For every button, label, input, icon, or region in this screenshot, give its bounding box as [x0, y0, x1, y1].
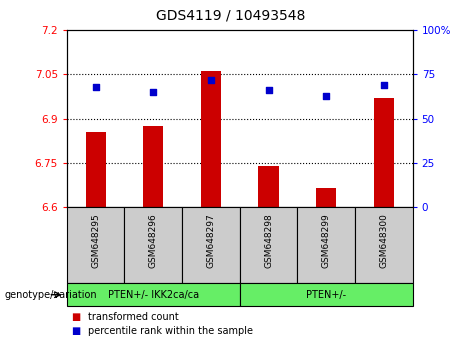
Bar — [240, 283, 413, 306]
Bar — [124, 207, 182, 283]
Bar — [297, 207, 355, 283]
Bar — [143, 126, 163, 207]
Text: GSM648299: GSM648299 — [322, 213, 331, 268]
Text: GSM648296: GSM648296 — [149, 213, 158, 268]
Point — [265, 87, 272, 93]
Bar — [374, 98, 394, 207]
Text: genotype/variation: genotype/variation — [5, 290, 97, 300]
Text: GSM648298: GSM648298 — [264, 213, 273, 268]
Bar — [355, 207, 413, 283]
Text: GSM648300: GSM648300 — [379, 213, 388, 268]
Text: PTEN+/- IKK2ca/ca: PTEN+/- IKK2ca/ca — [108, 290, 199, 300]
Point — [149, 89, 157, 95]
Text: PTEN+/-: PTEN+/- — [306, 290, 346, 300]
Point — [92, 84, 99, 90]
Bar — [67, 207, 124, 283]
Bar — [316, 188, 336, 207]
Point — [322, 93, 330, 98]
Point — [207, 77, 214, 82]
Text: ■: ■ — [71, 312, 81, 322]
Bar — [259, 166, 278, 207]
Text: GSM648295: GSM648295 — [91, 213, 100, 268]
Bar — [201, 72, 221, 207]
Point — [380, 82, 387, 88]
Text: transformed count: transformed count — [88, 312, 178, 322]
Text: GDS4119 / 10493548: GDS4119 / 10493548 — [156, 9, 305, 23]
Text: ■: ■ — [71, 326, 81, 336]
Text: percentile rank within the sample: percentile rank within the sample — [88, 326, 253, 336]
Bar — [67, 283, 240, 306]
Bar — [182, 207, 240, 283]
Text: GSM648297: GSM648297 — [207, 213, 215, 268]
Bar — [86, 132, 106, 207]
Bar — [240, 207, 297, 283]
